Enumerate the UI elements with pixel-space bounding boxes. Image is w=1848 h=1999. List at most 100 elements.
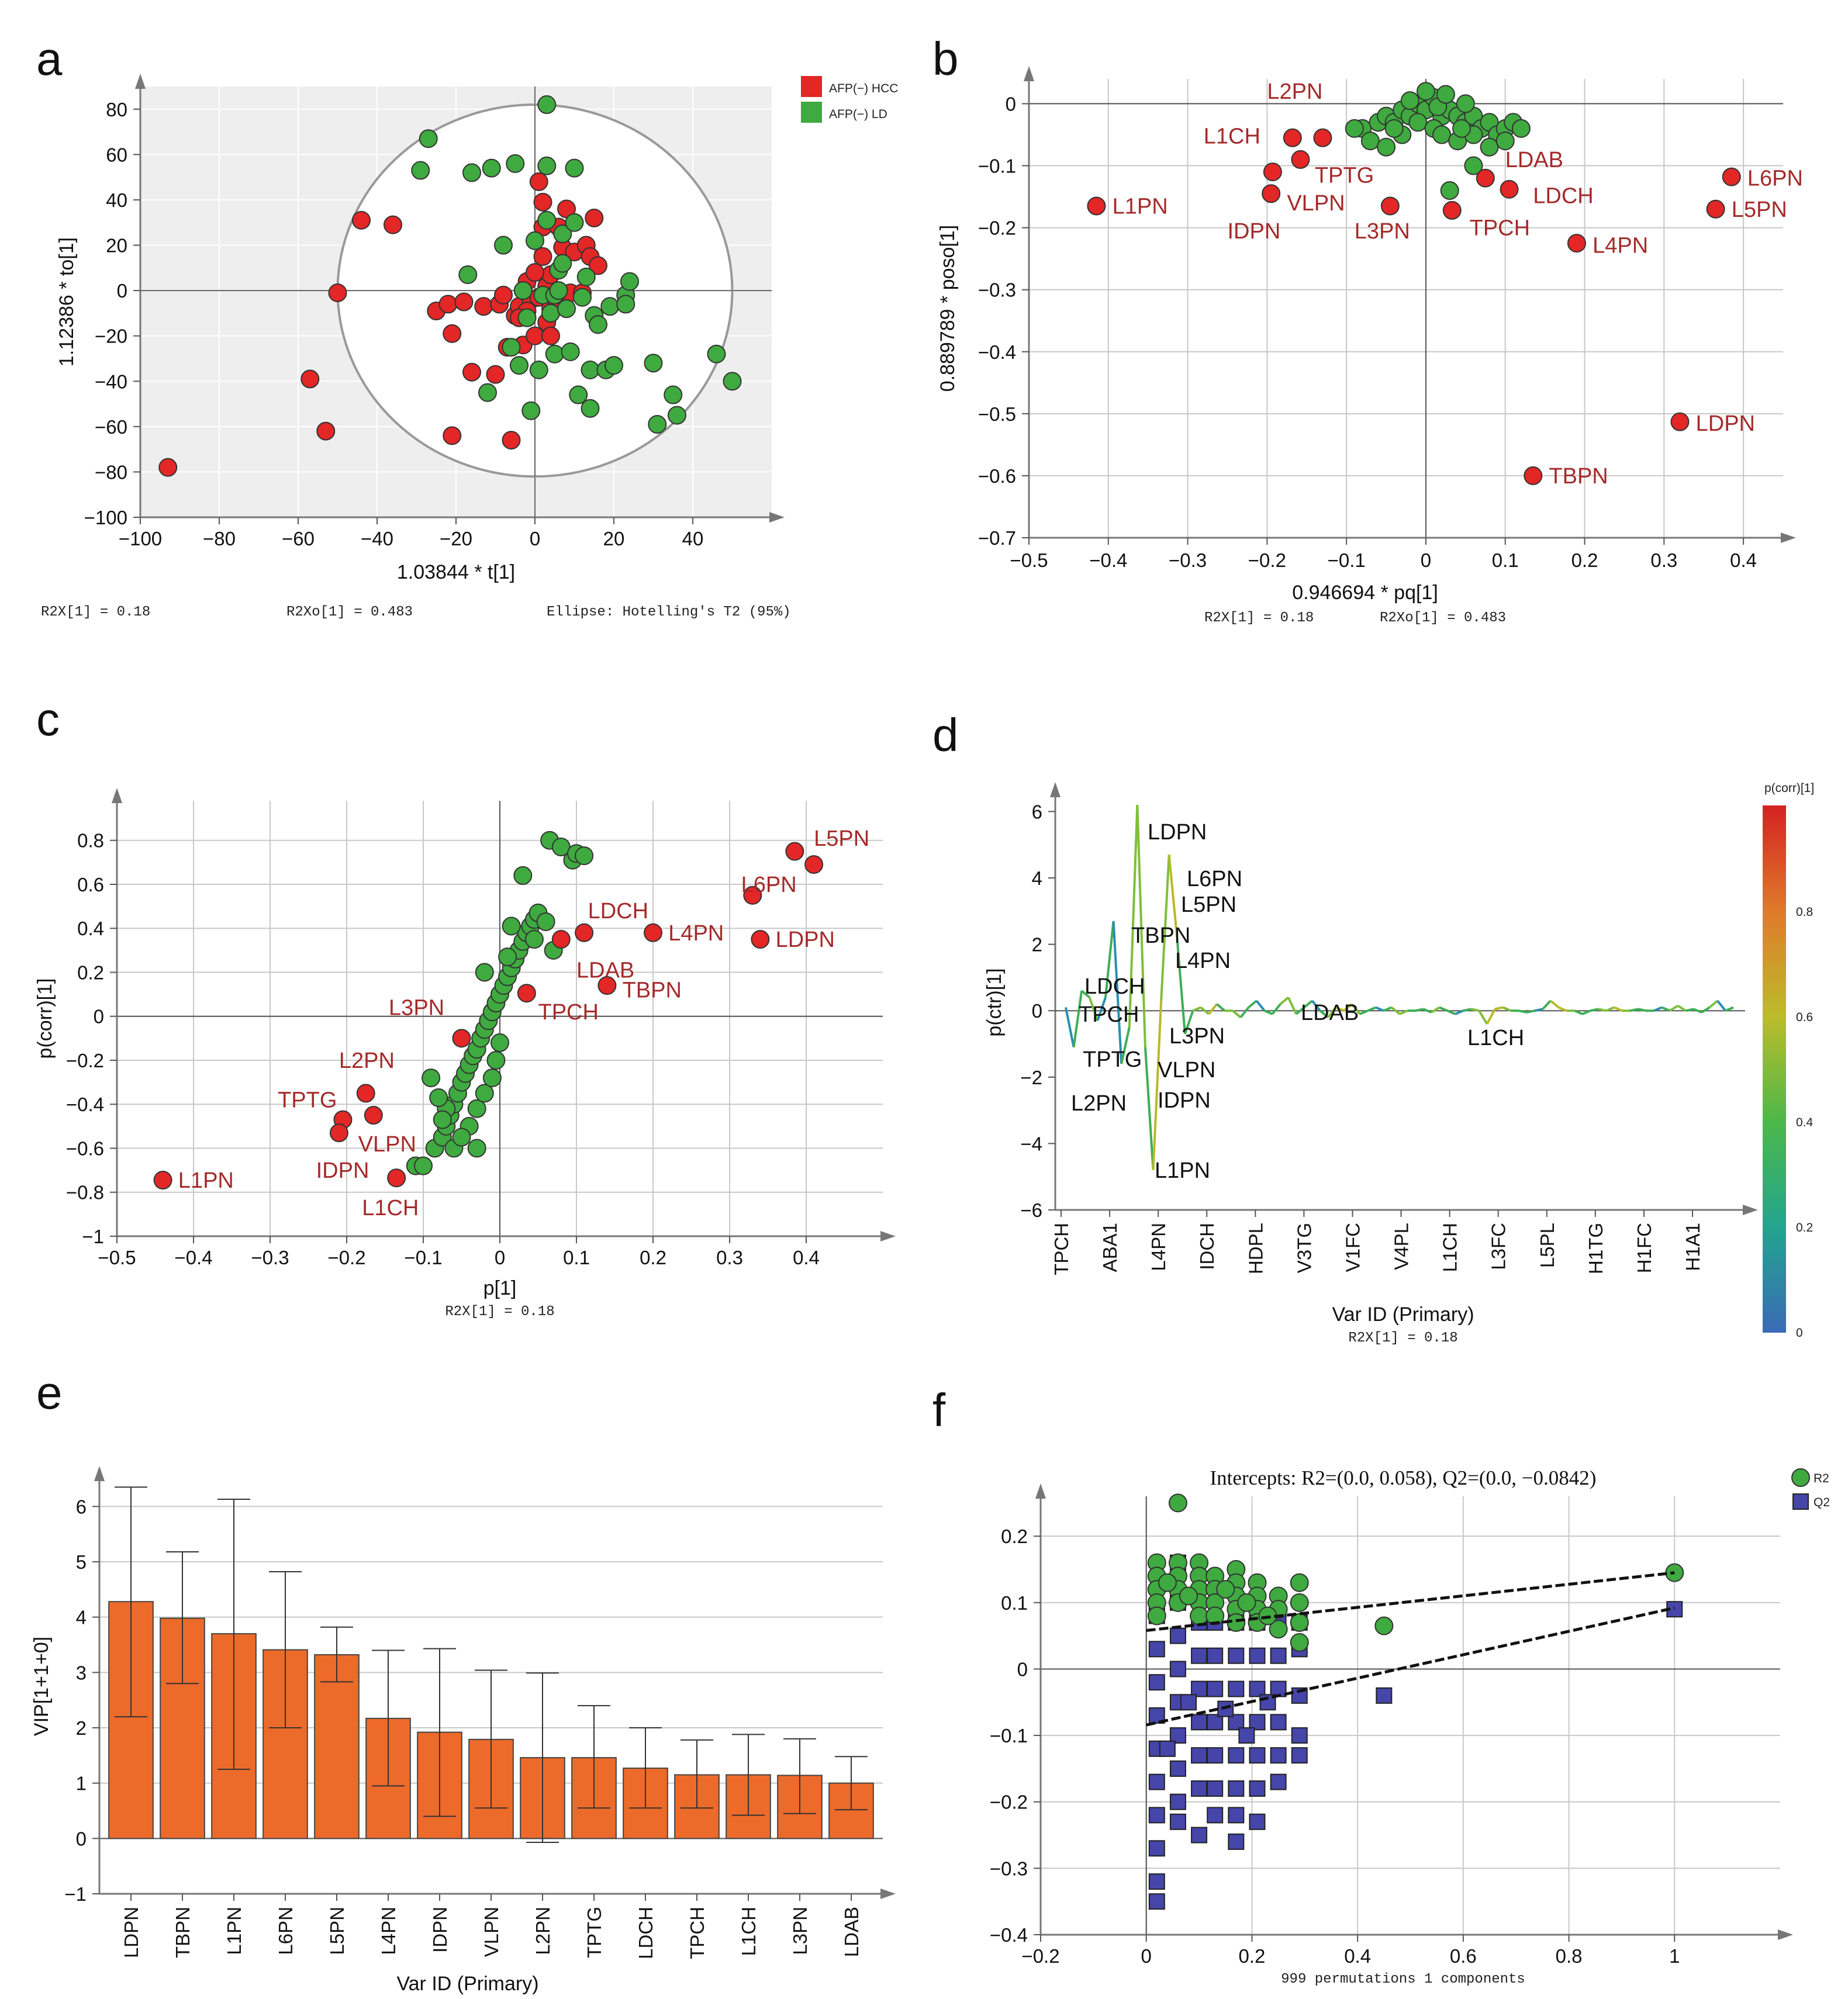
labeled-variable-point [1313,128,1332,147]
loading-profile-segment [1391,1006,1401,1015]
loading-profile-segment [1096,997,1107,1021]
y-tick-label: 5 [76,1551,87,1573]
loading-profile-segment [1558,1006,1567,1012]
x-tick-label: 0.4 [793,1247,820,1268]
ld-point [541,303,560,323]
ld-point [723,372,742,391]
variable-point [524,930,544,949]
q2-square [1191,1714,1208,1731]
profile-annotation: L1PN [1155,1158,1210,1183]
colorbar-tick-label: 0.6 [1796,1011,1813,1024]
hcc-point [529,172,548,191]
x-tick-label: −0.5 [98,1247,136,1268]
loading-profile-segment [1526,1009,1535,1014]
y-tick-label: 3 [76,1662,87,1683]
variable-label: L2PN [339,1049,395,1073]
y-tick-label: 0.2 [77,962,104,983]
footer-r2xo: R2Xo[1] = 0.483 [1380,610,1506,626]
loading-profile-segment [1542,1000,1552,1010]
panel-d-loading-line-plot: −6 −4 −2 0 2 4 6 TPCH ABA1 L4PN IDCH HDPL V3TG V1FC V4… [983,781,1814,1346]
variable-point [502,917,521,936]
loading-profile-segment [1629,1008,1639,1012]
q2-square [1228,1680,1245,1697]
loading-profile-segment [1311,1000,1321,1012]
r2-point [1290,1613,1309,1632]
x-tick-label: 0.2 [1238,1945,1265,1967]
profile-annotation: TPTG [1083,1047,1142,1072]
q2-square [1270,1680,1287,1697]
labeled-variable-point [387,1168,406,1188]
y-axis-arrow [112,788,122,803]
loading-profile-segment [1239,1007,1250,1018]
y-tick-label: −100 [84,507,127,528]
hcc-point [443,324,462,343]
footer-r2x: R2X[1] = 0.18 [445,1304,554,1320]
variable-label: L1PN [178,1168,234,1193]
loading-profile-segment [1184,1010,1194,1035]
hcc-point [533,247,552,266]
footer-ellipse: Ellipse: Hotelling's T2 (95%) [547,604,791,620]
q2-square [1207,1680,1224,1697]
loading-profile-segment [1725,1006,1734,1012]
r2-point [1205,1606,1225,1626]
y-tick-label: 4 [76,1607,87,1628]
variable-point [491,1033,509,1052]
hcc-point [474,297,493,316]
variable-label: TPTG [1315,163,1374,188]
loading-profile-segment [1080,990,1091,999]
hcc-point [384,215,402,234]
variable-point [536,912,555,931]
ld-point [537,210,557,230]
q2-square [1249,1647,1266,1664]
x-tick-label: −80 [203,528,236,549]
loading-profile-segment [1128,804,1139,1028]
y-tick-label: 1 [76,1773,87,1794]
y-tick-label: −6 [1020,1199,1042,1221]
loading-profile-segment [1248,1000,1258,1009]
variable-label: IDPN [316,1158,369,1183]
ld-point [537,156,557,175]
ld-point [565,158,584,178]
x-axis-arrow [1781,532,1796,543]
loading-profile-segment [1335,1006,1345,1012]
labeled-variable-point [1263,162,1282,182]
y-tick-label: 80 [106,99,127,120]
y-tick-label: 20 [106,235,127,257]
footer-r2x: R2X[1] = 0.18 [1204,610,1314,626]
x-tick-label: TPTG [583,1907,605,1958]
ld-point [526,231,544,250]
x-tick-label: 1 [1669,1945,1680,1967]
labeled-variable-point [751,930,770,949]
ld-point [616,295,635,314]
x-tick-label: L5PN [326,1907,348,1955]
x-tick-label: H1TG [1585,1223,1607,1274]
q2-square [1180,1694,1197,1711]
x-tick-label: V1FC [1342,1223,1363,1272]
q2-square [1270,1647,1287,1664]
x-tick-label: 0.1 [1492,549,1519,571]
x-tick-label: TPCH [686,1907,708,1959]
x-tick-label: VLPN [481,1907,502,1957]
labeled-variable-point [1262,184,1281,203]
variable-label: L1CH [362,1196,419,1220]
ld-point [620,272,639,291]
q2-square [1169,1760,1186,1777]
profile-annotation: L2PN [1071,1091,1127,1116]
x-tick-label: V3TG [1293,1223,1315,1273]
x-tick-label: HDPL [1245,1223,1266,1274]
loading-profile-segment [1581,1009,1591,1015]
q2-square [1228,1807,1245,1824]
labeled-variable-point [1442,200,1462,220]
variable-label: L5PN [1732,198,1787,222]
variable-label: TPCH [538,1000,599,1025]
q2-square [1191,1647,1208,1664]
x-tick-label: LDPN [120,1907,142,1958]
x-tick-label: 0.4 [1344,1945,1371,1967]
loading-profile-segment [1065,1007,1075,1048]
q2-square [1238,1727,1255,1744]
profile-annotation: LDAB [1301,1001,1359,1025]
variable-point [422,1068,441,1088]
loading-profile-segment [1614,1006,1623,1012]
loading-profile-segment [1287,997,1298,1015]
ld-point [478,383,497,402]
